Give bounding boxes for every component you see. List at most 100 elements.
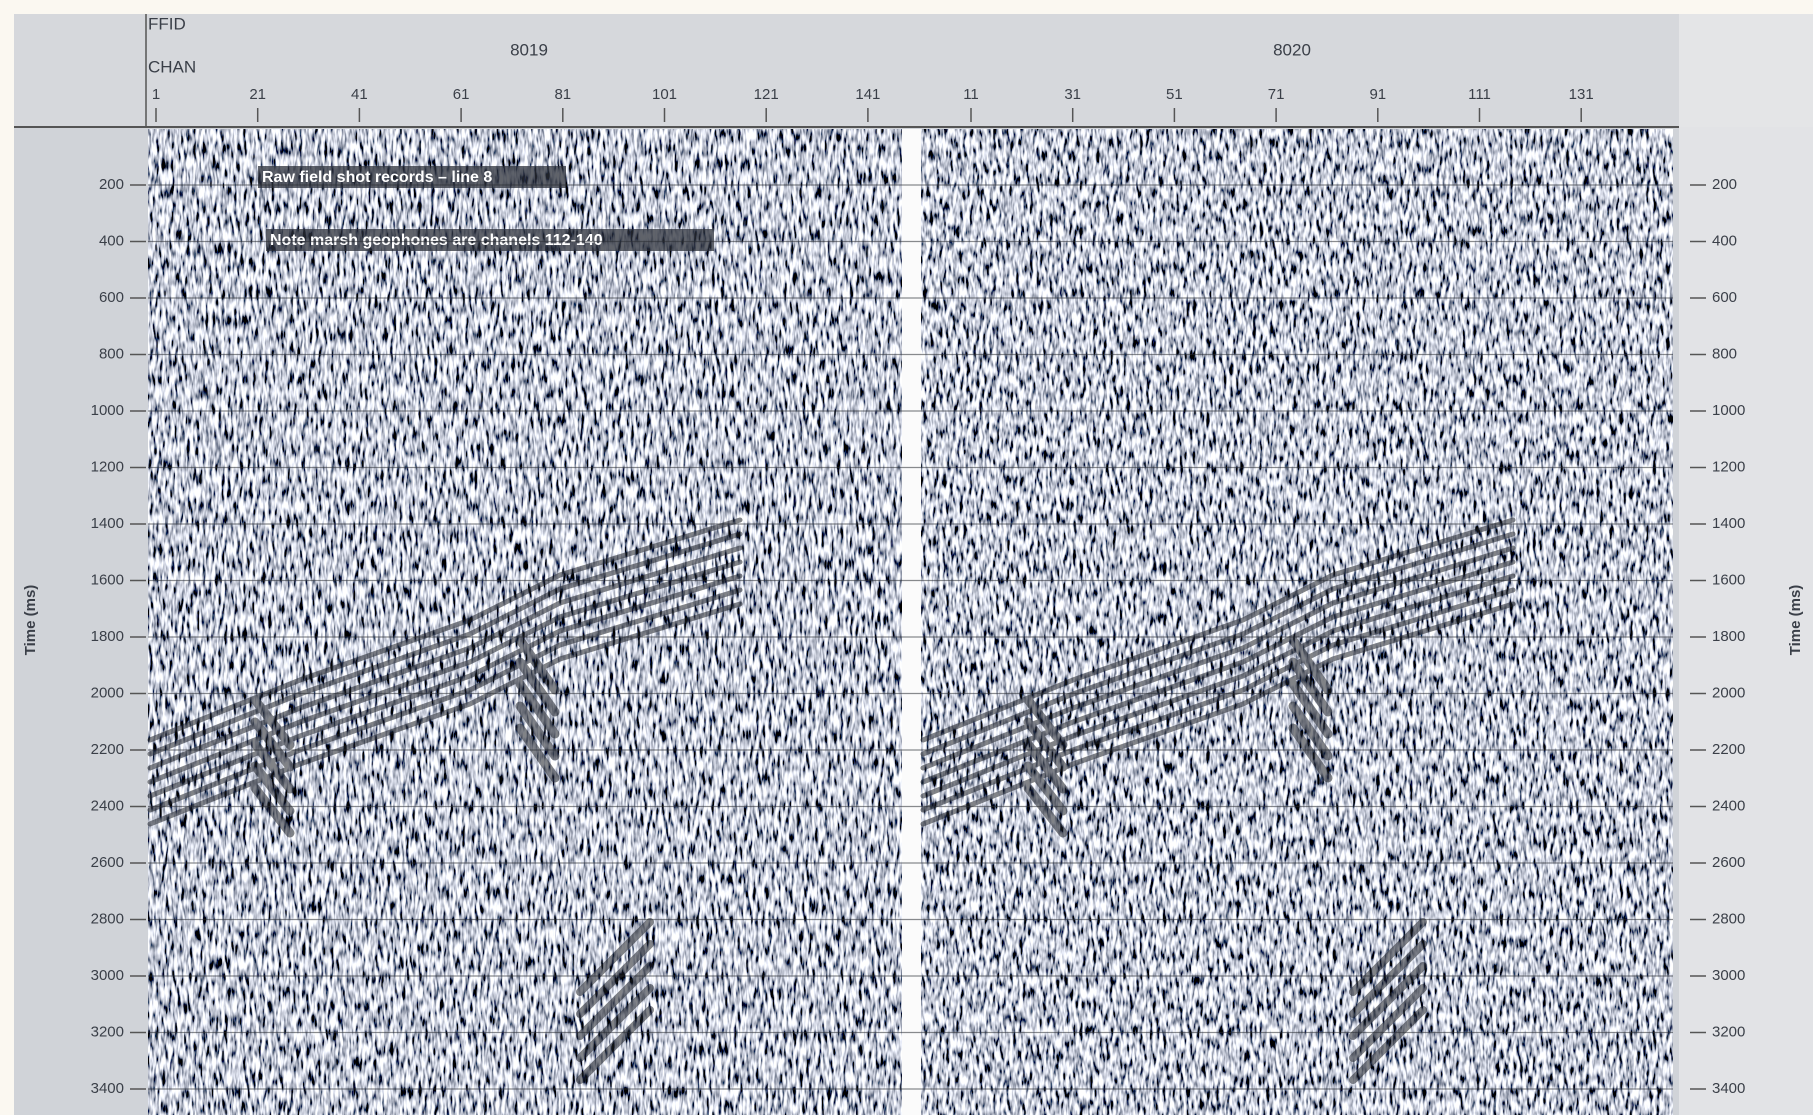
event xyxy=(1288,635,1333,695)
event xyxy=(1023,695,1068,750)
event xyxy=(576,940,654,1018)
event xyxy=(920,559,1516,785)
event xyxy=(1023,761,1068,816)
event xyxy=(920,531,1516,757)
time-tick-label: 2000 xyxy=(91,684,124,701)
right-margin xyxy=(1679,127,1813,1115)
time-tick-label: 1200 xyxy=(1712,458,1745,475)
chan-label: CHAN xyxy=(148,57,196,76)
time-tick-label: 600 xyxy=(99,289,124,306)
event xyxy=(515,723,560,783)
event xyxy=(515,679,560,739)
time-tick-label: 400 xyxy=(99,232,124,249)
channel-label: 71 xyxy=(1268,86,1285,103)
time-tick-label: 200 xyxy=(99,176,124,193)
event xyxy=(147,545,743,771)
event xyxy=(515,635,560,695)
event xyxy=(1349,962,1427,1040)
event xyxy=(250,783,295,838)
event xyxy=(576,984,654,1062)
header-band-right xyxy=(1679,14,1813,127)
time-tick-label: 3000 xyxy=(91,967,124,984)
event xyxy=(1288,723,1333,783)
annotation: Raw field shot records – line 8 xyxy=(262,169,492,186)
time-tick-label: 2600 xyxy=(1712,854,1745,871)
channel-label: 121 xyxy=(754,86,779,103)
event xyxy=(1023,783,1068,838)
time-tick-label: 1400 xyxy=(1712,515,1745,532)
time-tick-label: 1800 xyxy=(91,628,124,645)
event xyxy=(147,531,743,757)
channel-label: 21 xyxy=(249,86,266,103)
channel-label: 31 xyxy=(1064,86,1081,103)
ffid-value: 8019 xyxy=(510,40,548,59)
event xyxy=(1349,1006,1427,1084)
time-tick-label: 2600 xyxy=(91,854,124,871)
event xyxy=(1288,657,1333,717)
ffid-label: FFID xyxy=(148,14,186,33)
time-axis-label: Time (ms) xyxy=(1787,585,1804,656)
time-tick-label: 3200 xyxy=(91,1023,124,1040)
time-tick-label: 1400 xyxy=(91,515,124,532)
time-tick-label: 2400 xyxy=(91,797,124,814)
channel-label: 101 xyxy=(652,86,677,103)
reflection-events xyxy=(147,517,1516,1084)
channel-label: 1 xyxy=(152,86,160,103)
event xyxy=(147,559,743,785)
channel-label: 11 xyxy=(963,86,979,103)
time-tick-label: 400 xyxy=(1712,232,1737,249)
event xyxy=(147,573,743,799)
time-tick-label: 2000 xyxy=(1712,684,1745,701)
time-tick-label: 1600 xyxy=(91,571,124,588)
record-gap xyxy=(902,129,921,1115)
time-tick-label: 2800 xyxy=(1712,910,1745,927)
channel-label: 131 xyxy=(1569,86,1594,103)
time-tick-label: 3400 xyxy=(1712,1080,1745,1097)
event xyxy=(576,1006,654,1084)
event xyxy=(1023,739,1068,794)
channel-label: 51 xyxy=(1166,86,1183,103)
event xyxy=(576,918,654,996)
event xyxy=(250,717,295,772)
time-tick-label: 800 xyxy=(1712,345,1737,362)
time-tick-label: 200 xyxy=(1712,176,1737,193)
time-tick-label: 3200 xyxy=(1712,1023,1745,1040)
event xyxy=(1288,701,1333,761)
event xyxy=(920,601,1516,827)
event xyxy=(920,545,1516,771)
event xyxy=(147,587,743,813)
time-tick-label: 1000 xyxy=(91,402,124,419)
time-tick-label: 2200 xyxy=(91,741,124,758)
event xyxy=(920,587,1516,813)
event xyxy=(250,761,295,816)
channel-label: 141 xyxy=(855,86,880,103)
time-tick-label: 2400 xyxy=(1712,797,1745,814)
event xyxy=(147,601,743,827)
event xyxy=(1288,679,1333,739)
event xyxy=(515,657,560,717)
header-band xyxy=(14,14,1679,127)
event xyxy=(147,517,743,743)
channel-label: 61 xyxy=(453,86,470,103)
event xyxy=(250,739,295,794)
time-tick-label: 2200 xyxy=(1712,741,1745,758)
event xyxy=(920,517,1516,743)
annotation: Note marsh geophones are chanels 112-140 xyxy=(270,232,603,249)
channel-label: 81 xyxy=(554,86,571,103)
event xyxy=(515,701,560,761)
event xyxy=(920,573,1516,799)
event xyxy=(1349,984,1427,1062)
annotation-bg xyxy=(258,166,566,188)
channel-label: 111 xyxy=(1468,86,1491,103)
time-tick-label: 1800 xyxy=(1712,628,1745,645)
channel-label: 91 xyxy=(1369,86,1386,103)
channel-label: 41 xyxy=(351,86,368,103)
event xyxy=(1349,940,1427,1018)
time-tick-label: 1000 xyxy=(1712,402,1745,419)
event xyxy=(576,962,654,1040)
event xyxy=(1023,717,1068,772)
time-tick-label: 1200 xyxy=(91,458,124,475)
event xyxy=(1349,918,1427,996)
time-tick-label: 3400 xyxy=(91,1080,124,1097)
